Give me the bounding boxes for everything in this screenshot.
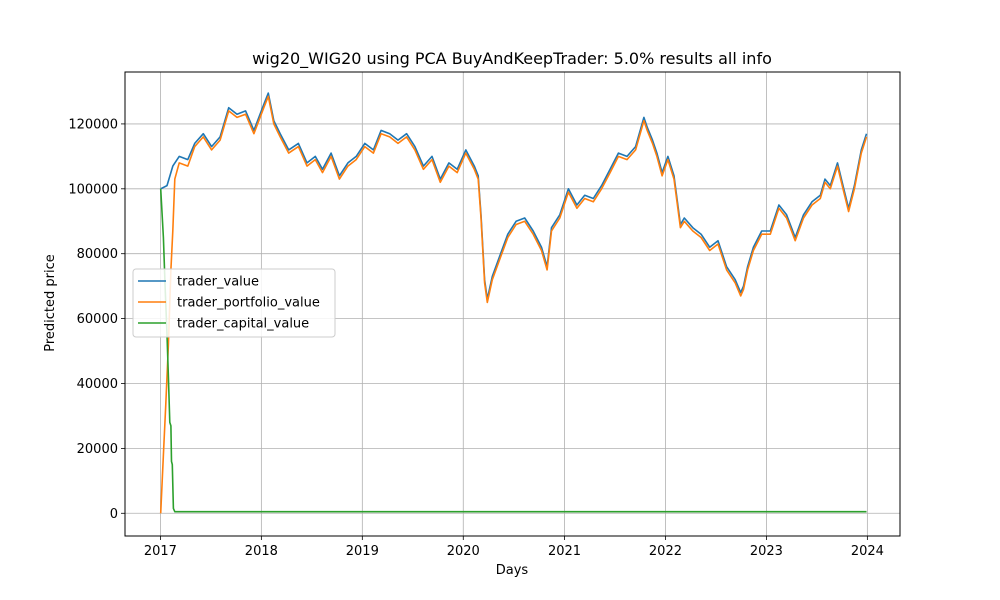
legend-label: trader_capital_value bbox=[177, 317, 309, 332]
x-tick-label: 2024 bbox=[851, 544, 884, 559]
x-axis: 2017 2018 2019 2020 2021 2022 2023 2024 bbox=[144, 536, 884, 559]
legend-box bbox=[132, 268, 336, 338]
x-tick-label: 2021 bbox=[548, 544, 581, 559]
x-tick-label: 2020 bbox=[447, 544, 480, 559]
x-tick-label: 2023 bbox=[750, 544, 783, 559]
y-axis-label: Predicted price bbox=[43, 254, 58, 352]
y-tick-label: 60000 bbox=[77, 312, 118, 327]
x-tick-label: 2022 bbox=[649, 544, 682, 559]
x-tick-label: 2019 bbox=[346, 544, 379, 559]
y-tick-label: 100000 bbox=[68, 182, 118, 197]
y-tick-label: 80000 bbox=[77, 247, 118, 262]
legend-label: trader_portfolio_value bbox=[177, 296, 320, 311]
y-tick-label: 40000 bbox=[77, 377, 118, 392]
x-tick-label: 2017 bbox=[144, 544, 177, 559]
y-tick-label: 0 bbox=[110, 507, 118, 522]
x-axis-label: Days bbox=[496, 563, 529, 578]
series-line-trader-portfolio-value bbox=[159, 95, 868, 514]
y-axis: 0 20000 40000 60000 80000 100000 120000 bbox=[68, 117, 125, 522]
plot-frame bbox=[124, 71, 901, 537]
series-line-trader-value bbox=[160, 92, 868, 300]
legend: trader_value trader_portfolio_valuetrader… bbox=[132, 268, 336, 338]
x-tick-label: 2018 bbox=[245, 544, 278, 559]
y-tick-label: 120000 bbox=[68, 117, 118, 132]
legend-label: trader_value bbox=[177, 275, 259, 290]
chart-title: wig20_WIG20 using PCA BuyAndKeepTrader: … bbox=[252, 49, 772, 69]
y-tick-label: 20000 bbox=[77, 442, 118, 457]
